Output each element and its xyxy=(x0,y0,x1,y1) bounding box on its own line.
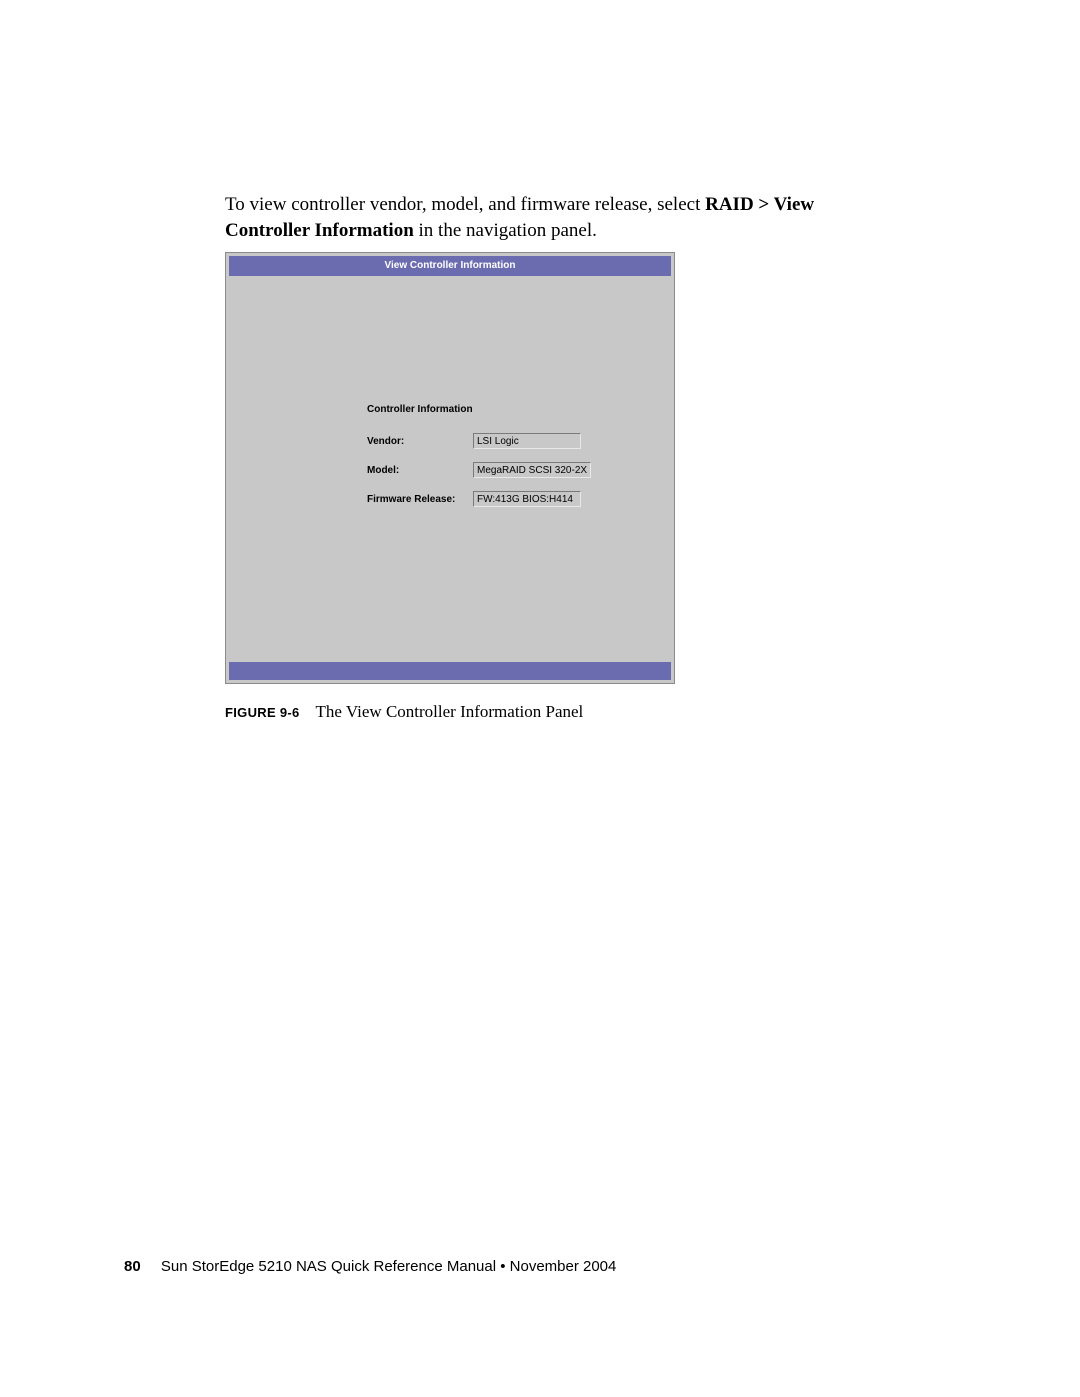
controller-info-form: Controller Information Vendor: LSI Logic… xyxy=(367,404,591,520)
body-paragraph: To view controller vendor, model, and fi… xyxy=(225,192,865,243)
panel-footer-bar xyxy=(229,662,671,680)
row-vendor: Vendor: LSI Logic xyxy=(367,433,591,449)
figure-caption: FIGURE 9-6 The View Controller Informati… xyxy=(225,702,583,722)
figure-caption-text: The View Controller Information Panel xyxy=(316,702,584,721)
panel-inner: View Controller Information Controller I… xyxy=(229,256,671,680)
value-firmware: FW:413G BIOS:H414 xyxy=(473,491,581,507)
footer-text: Sun StorEdge 5210 NAS Quick Reference Ma… xyxy=(161,1258,617,1275)
row-firmware: Firmware Release: FW:413G BIOS:H414 xyxy=(367,491,591,507)
figure-label: FIGURE 9-6 xyxy=(225,705,300,720)
value-vendor: LSI Logic xyxy=(473,433,581,449)
row-model: Model: MegaRAID SCSI 320-2X xyxy=(367,462,591,478)
page-footer: 80 Sun StorEdge 5210 NAS Quick Reference… xyxy=(124,1258,616,1275)
page-number: 80 xyxy=(124,1258,141,1275)
label-firmware: Firmware Release: xyxy=(367,494,473,505)
body-text-post: in the navigation panel. xyxy=(414,220,597,241)
panel-body: Controller Information Vendor: LSI Logic… xyxy=(229,276,671,662)
document-page: To view controller vendor, model, and fi… xyxy=(0,0,1080,1397)
value-model: MegaRAID SCSI 320-2X xyxy=(473,462,591,478)
label-model: Model: xyxy=(367,465,473,476)
body-text-pre: To view controller vendor, model, and fi… xyxy=(225,194,705,215)
label-vendor: Vendor: xyxy=(367,436,473,447)
panel-title-bar: View Controller Information xyxy=(229,256,671,276)
screenshot-panel: View Controller Information Controller I… xyxy=(225,252,675,684)
section-title: Controller Information xyxy=(367,404,591,415)
